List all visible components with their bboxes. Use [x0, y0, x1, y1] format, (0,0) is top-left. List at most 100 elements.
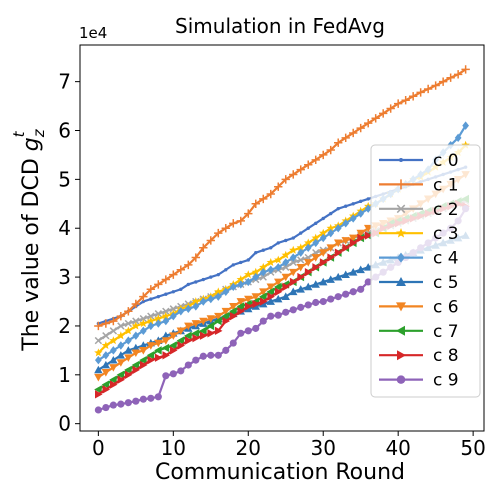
data-point — [349, 214, 357, 223]
data-point — [162, 307, 170, 315]
data-point — [319, 277, 328, 286]
data-point — [327, 253, 335, 262]
legend-label: c 8 — [433, 346, 459, 366]
data-point — [199, 352, 207, 360]
data-point — [116, 359, 126, 367]
data-point — [259, 317, 267, 325]
data-point — [132, 397, 140, 405]
y-axis-ticks: 0 1 2 3 4 5 6 7 — [58, 70, 80, 436]
data-point — [124, 307, 133, 316]
data-point — [296, 285, 305, 293]
data-point — [154, 319, 162, 328]
data-point — [116, 351, 126, 359]
data-point — [326, 275, 335, 283]
data-point — [102, 403, 110, 412]
data-point — [199, 243, 208, 252]
data-point — [117, 400, 125, 408]
data-point — [156, 294, 161, 299]
data-point — [94, 336, 103, 345]
data-point — [321, 216, 325, 221]
data-point — [184, 331, 192, 340]
data-point — [184, 304, 192, 314]
data-point — [274, 182, 283, 191]
data-point — [401, 96, 410, 105]
data-point — [312, 263, 320, 272]
data-point — [289, 268, 298, 277]
data-point — [342, 219, 350, 228]
data-point — [154, 346, 162, 355]
data-point — [366, 197, 370, 201]
legend-marker — [396, 227, 406, 238]
data-point — [311, 254, 320, 262]
data-point — [274, 278, 283, 287]
data-point — [139, 319, 148, 328]
data-point — [319, 297, 327, 306]
data-point — [259, 288, 268, 296]
data-point — [282, 258, 290, 267]
data-point — [334, 248, 343, 257]
data-point — [266, 297, 275, 305]
data-point — [267, 292, 275, 301]
data-point — [214, 228, 223, 238]
data-point — [109, 355, 118, 364]
data-point — [154, 353, 163, 362]
x-axis-ticks: 0 10 20 30 40 50 — [92, 431, 486, 460]
data-point — [304, 259, 313, 267]
data-point — [276, 241, 280, 245]
data-point — [124, 346, 133, 354]
data-point — [259, 268, 267, 277]
data-point — [416, 88, 425, 97]
data-point — [259, 262, 268, 271]
data-point — [177, 367, 185, 375]
data-point — [236, 216, 245, 226]
x-tick-label: 50 — [460, 436, 485, 460]
data-point — [214, 287, 223, 296]
data-point — [326, 145, 335, 155]
data-point — [274, 294, 283, 303]
data-point — [116, 370, 125, 380]
data-point — [244, 302, 253, 311]
data-point — [282, 282, 290, 292]
data-point — [222, 346, 230, 354]
data-point — [177, 307, 185, 316]
data-point — [192, 356, 200, 364]
legend-item-c2: c 2 — [379, 200, 459, 220]
data-point — [312, 238, 320, 248]
data-point — [311, 280, 320, 288]
legend-marker — [399, 158, 403, 162]
data-point — [169, 332, 178, 340]
data-point — [297, 256, 305, 264]
data-point — [209, 275, 213, 279]
data-point — [342, 243, 350, 252]
data-point — [147, 321, 155, 331]
data-point — [191, 297, 200, 306]
chart-title: Simulation in FedAvg — [175, 14, 385, 38]
data-point — [207, 294, 215, 304]
data-point — [363, 263, 373, 271]
data-point — [281, 250, 290, 259]
legend-label: c 4 — [433, 249, 459, 269]
legend-marker — [396, 375, 406, 384]
data-point — [364, 204, 372, 213]
data-point — [378, 109, 388, 118]
data-point — [132, 317, 140, 325]
data-point — [184, 336, 193, 345]
legend-item-c1: c 1 — [379, 175, 459, 195]
legend-marker — [396, 179, 406, 190]
data-point — [364, 231, 373, 240]
legend-box — [370, 144, 481, 398]
data-point — [229, 303, 238, 311]
data-point — [206, 315, 215, 323]
legend-item-c4: c 4 — [379, 249, 459, 269]
data-point — [296, 165, 305, 174]
data-point — [291, 236, 295, 240]
data-point — [239, 260, 243, 265]
data-point — [102, 351, 110, 360]
data-point — [124, 365, 132, 375]
data-point — [94, 406, 102, 414]
data-point — [169, 341, 177, 350]
data-point — [169, 311, 177, 321]
data-point — [146, 342, 156, 350]
data-point — [326, 223, 335, 232]
data-point — [184, 322, 193, 331]
